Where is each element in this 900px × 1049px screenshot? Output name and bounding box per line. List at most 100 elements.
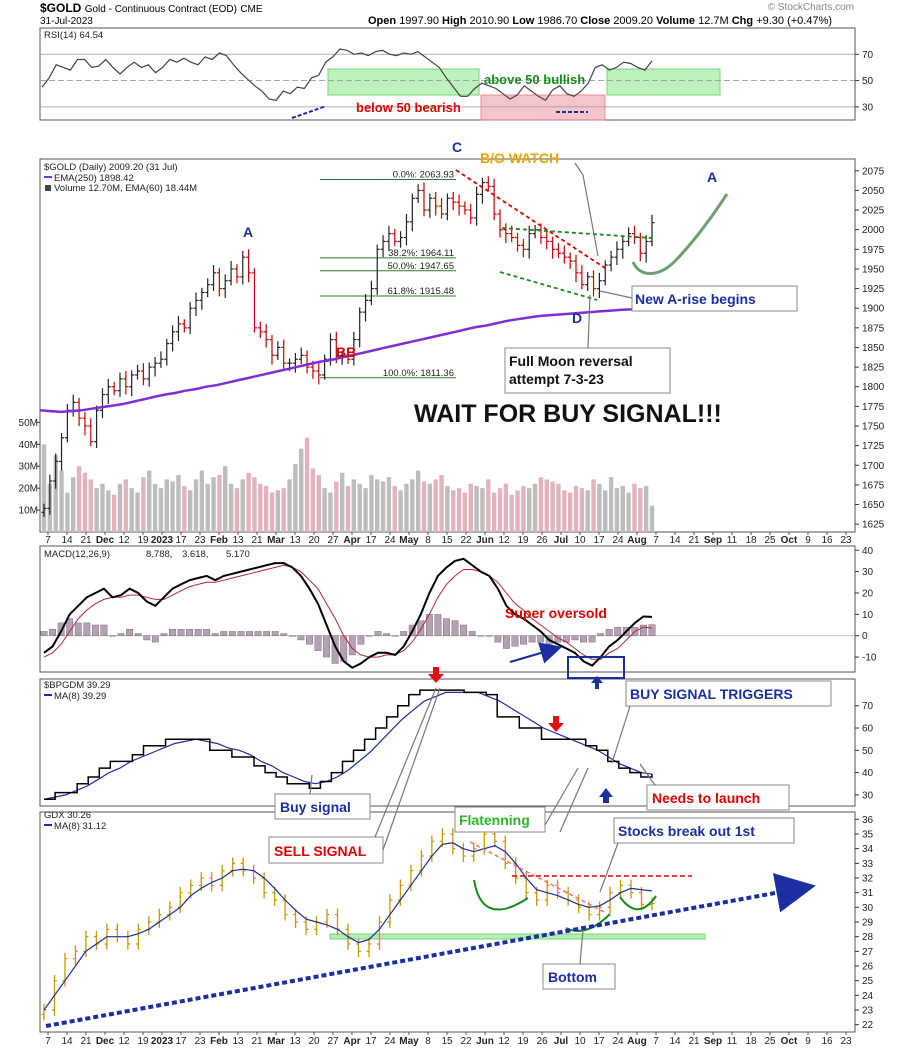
x-tick-label-bottom-25: 19 bbox=[517, 1036, 529, 1047]
y-tick-label-4-3: 33 bbox=[862, 859, 874, 870]
x-tick-label-bottom-32: 7 bbox=[653, 1036, 659, 1047]
x-tick-label-bottom-7: 17 bbox=[175, 1036, 187, 1047]
close-value: 2009.20 bbox=[613, 15, 654, 27]
macd-hist-bar-26 bbox=[263, 631, 271, 636]
bpgdm-title: $BPGDM 39.29 bbox=[44, 680, 111, 691]
buy-signal-triggers-label: BUY SIGNAL TRIGGERS bbox=[630, 686, 793, 702]
volume-bar-4 bbox=[65, 492, 70, 532]
volume-axis: 50M 40M 30M 20M 10M bbox=[19, 418, 40, 517]
x-tick-label-bottom-18: 24 bbox=[384, 1036, 396, 1047]
wave-a2-label: A bbox=[707, 169, 717, 185]
volume-bar-31 bbox=[223, 466, 228, 532]
stocks-break-pointer bbox=[599, 842, 619, 893]
y-tick-label-1-5: 1950 bbox=[862, 264, 885, 275]
x-tick-label-top-19: May bbox=[399, 535, 419, 546]
x-tick-label-top-35: Sep bbox=[704, 535, 722, 546]
x-tick-label-bottom-2: 21 bbox=[80, 1036, 92, 1047]
volume-bar-10 bbox=[100, 483, 105, 532]
y-tick-label-1-7: 1900 bbox=[862, 304, 885, 315]
ema250-line bbox=[39, 308, 633, 414]
x-tick-label-bottom-40: 9 bbox=[805, 1036, 811, 1047]
x-tick-label-top-15: 27 bbox=[327, 535, 339, 546]
volume-bars bbox=[41, 437, 655, 532]
x-tick-label-top-28: 10 bbox=[574, 535, 586, 546]
macd-hist-bar-5 bbox=[83, 622, 91, 636]
price-bars bbox=[41, 176, 655, 518]
high-value: 2010.90 bbox=[469, 15, 510, 27]
projected-a-curve bbox=[631, 193, 729, 275]
wedge-bottom-line bbox=[499, 271, 598, 301]
volume-bar-93 bbox=[585, 490, 590, 532]
high-label: High bbox=[442, 15, 467, 27]
x-tick-label-bottom-9: Feb bbox=[210, 1036, 228, 1047]
macd-hist-bar-44 bbox=[417, 620, 425, 636]
macd-hist-bar-19 bbox=[203, 629, 211, 636]
volume-bar-51 bbox=[339, 472, 345, 532]
volume-bar-78 bbox=[497, 488, 503, 532]
macd-hist-bar-71 bbox=[648, 624, 656, 636]
macd-hist-bar-18 bbox=[194, 629, 202, 636]
y-tick-label-2-3: 10 bbox=[862, 610, 874, 621]
volume-bar-92 bbox=[579, 488, 585, 532]
macd-title-macd: 8.788, bbox=[146, 549, 172, 560]
y-tick-label-4-13: 23 bbox=[862, 1006, 874, 1017]
y-tick-label-1-14: 1725 bbox=[862, 441, 885, 452]
x-tick-label-bottom-21: 15 bbox=[441, 1036, 453, 1047]
y-tick-label-4-9: 27 bbox=[862, 947, 874, 958]
y-tick-label-1-4: 1975 bbox=[862, 245, 885, 256]
rsi-below50-label: below 50 bearish bbox=[356, 100, 461, 115]
macd-hist-bar-21 bbox=[220, 631, 228, 636]
macd-hist-bar-4 bbox=[74, 622, 82, 636]
flatenning-pointer bbox=[544, 767, 579, 826]
volume-bar-84 bbox=[532, 483, 538, 532]
buy-signal-label: Buy signal bbox=[280, 799, 351, 815]
rsi-title: RSI(14) 64.54 bbox=[44, 30, 103, 41]
ticker-exchange: CME bbox=[240, 4, 263, 15]
volume-bar-15 bbox=[129, 488, 134, 532]
x-tick-label-bottom-37: 18 bbox=[745, 1036, 757, 1047]
macd-hist-bar-31 bbox=[306, 635, 313, 645]
macd-hist-bar-37 bbox=[357, 635, 365, 645]
x-tick-label-bottom-12: Mar bbox=[267, 1036, 285, 1047]
volume-bar-88 bbox=[556, 483, 561, 532]
macd-hist-bar-67 bbox=[614, 626, 622, 636]
y-tick-label-1-10: 1825 bbox=[862, 363, 885, 374]
macd-hist-bar-55 bbox=[511, 635, 519, 647]
stocks-break-label: Stocks break out 1st bbox=[618, 823, 755, 839]
macd-hist-bar-64 bbox=[588, 635, 596, 643]
x-tick-label-bottom-19: May bbox=[399, 1036, 419, 1047]
x-tick-label-bottom-11: 21 bbox=[251, 1036, 263, 1047]
bpgdm-ma-legend: MA(8) 39.29 bbox=[54, 691, 106, 702]
price-panel: 0.0%: 2063.93 38.2%: 1964.11 50.0%: 1947.6… bbox=[19, 139, 798, 532]
y-tick-label-2-5: -10 bbox=[862, 653, 877, 664]
y-tick-label-1-16: 1675 bbox=[862, 480, 885, 491]
macd-hist-bar-23 bbox=[237, 631, 245, 636]
buy-signal-pointer bbox=[309, 774, 313, 795]
macd-hist-bar-6 bbox=[91, 624, 99, 636]
needs-launch-label: Needs to launch bbox=[652, 790, 760, 806]
macd-hist-bar-70 bbox=[640, 624, 647, 636]
new-arise-pointer bbox=[599, 290, 633, 299]
macd-hist-bar-49 bbox=[460, 624, 468, 636]
volume-bar-39 bbox=[269, 492, 275, 532]
macd-hist-bar-14 bbox=[160, 633, 168, 636]
x-tick-label-bottom-8: 23 bbox=[194, 1036, 206, 1047]
volume-bar-53 bbox=[351, 479, 357, 532]
macd-hist-bar-41 bbox=[391, 635, 399, 637]
y-tick-label-1-17: 1650 bbox=[862, 500, 885, 511]
volume-bar-59 bbox=[386, 477, 392, 532]
volume-bar-62 bbox=[404, 483, 409, 532]
y-tick-label-3-1: 60 bbox=[862, 724, 874, 735]
x-tick-label-bottom-3: Dec bbox=[96, 1036, 115, 1047]
y-tick-label-4-1: 35 bbox=[862, 830, 874, 841]
flatenning-box bbox=[454, 806, 546, 833]
macd-hist-bar-29 bbox=[288, 635, 296, 637]
watermark: © StockCharts.com bbox=[767, 2, 854, 13]
y-tick-label-1-15: 1700 bbox=[862, 461, 885, 472]
x-tick-label-top-33: 14 bbox=[669, 535, 681, 546]
macd-hist-bar-9 bbox=[117, 633, 125, 636]
y-tick-label-4-10: 26 bbox=[862, 962, 874, 973]
macd-hist-bar-56 bbox=[520, 635, 527, 645]
rsi-line bbox=[41, 48, 653, 102]
macd-hist-bar-54 bbox=[503, 635, 510, 649]
